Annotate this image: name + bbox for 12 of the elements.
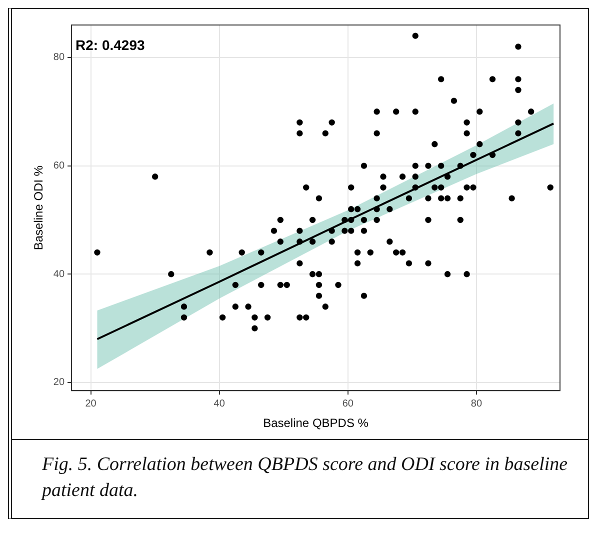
y-tick-label: 40 <box>53 268 65 280</box>
x-tick-label: 20 <box>85 398 97 410</box>
x-axis-title: Baseline QBPDS % <box>263 416 369 430</box>
y-tick-label: 60 <box>53 160 65 172</box>
x-tick-label: 40 <box>214 398 226 410</box>
y-tick-label: 20 <box>53 377 65 388</box>
y-axis-title: Baseline ODI % <box>32 165 46 250</box>
x-tick-label: 60 <box>342 398 354 410</box>
y-tick-label: 80 <box>53 52 65 64</box>
annotation: R2: 0.4293 <box>76 36 146 53</box>
x-tick-label: 80 <box>470 398 482 410</box>
caption: Fig. 5. Correlation between QBPDS score and ODI score in baseline patient data. <box>12 439 588 518</box>
